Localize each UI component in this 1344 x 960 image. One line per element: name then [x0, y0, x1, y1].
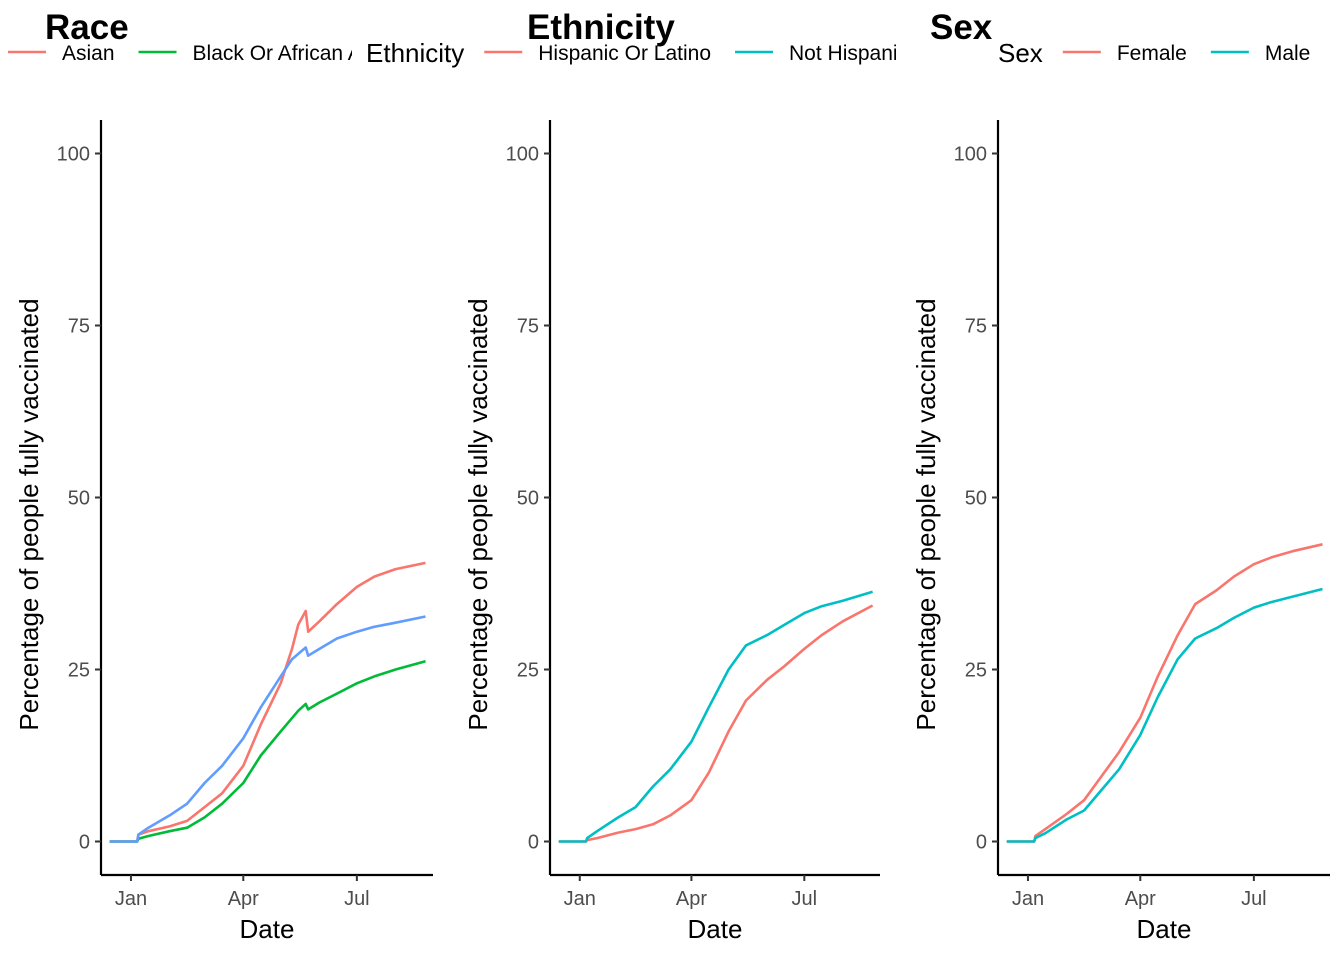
y-tick-label: 0	[528, 832, 539, 854]
legend: Ethnicity Hispanic Or Latino Not Hispanic …	[366, 38, 1000, 68]
y-tick-label: 75	[965, 316, 987, 338]
series-line-hispanic-or-latino	[558, 604, 874, 843]
series-line-unlabeled-2	[109, 615, 426, 843]
y-tick-label: 75	[517, 316, 539, 338]
legend-label: Female	[1117, 42, 1187, 65]
panel-title: Race	[45, 8, 129, 47]
panel-title: Ethnicity	[527, 8, 675, 47]
legend-title: Ethnicity	[366, 38, 464, 68]
x-axis-title: Date	[240, 914, 295, 944]
y-tick-label: 25	[517, 660, 539, 682]
panel-ethnicity: 0 25 50 75 100 Jan Apr Jul Date Percentage of peo…	[366, 8, 1000, 944]
legend-label: Asian	[62, 42, 115, 65]
x-tick-label: Jul	[792, 888, 818, 910]
x-tick-label: Jan	[564, 888, 596, 910]
legend-title: Sex	[998, 38, 1043, 68]
x-tick-label: Jan	[1012, 888, 1044, 910]
y-axis-title: Percentage of people fully vaccinated	[463, 298, 493, 730]
y-tick-label: 75	[68, 316, 90, 338]
y-tick-label: 50	[517, 488, 539, 510]
legend-label: Black Or African American	[193, 42, 437, 65]
y-tick-label: 25	[965, 660, 987, 682]
x-axis-title: Date	[1137, 914, 1192, 944]
legend-label: Male	[1265, 42, 1311, 65]
x-axis-title: Date	[688, 914, 743, 944]
series-line-asian	[109, 561, 426, 843]
series-line-black-or-african-american	[109, 659, 426, 843]
x-tick-label: Jul	[1241, 888, 1267, 910]
x-tick-label: Jul	[344, 888, 370, 910]
y-tick-label: 100	[506, 144, 539, 166]
series-line-female	[1006, 543, 1323, 843]
panel-title: Sex	[930, 8, 993, 47]
y-axis-title: Percentage of people fully vaccinated	[14, 298, 44, 730]
legend-label: Hispanic Or Latino	[538, 42, 711, 65]
x-tick-label: Apr	[1125, 888, 1156, 910]
y-tick-label: 0	[976, 832, 987, 854]
legend-label: Not Hispanic Or Latino	[789, 42, 1000, 65]
y-tick-label: 100	[57, 144, 90, 166]
y-tick-label: 0	[79, 832, 90, 854]
legend: Sex Female Male	[998, 38, 1310, 68]
y-axis-title: Percentage of people fully vaccinated	[911, 298, 941, 730]
y-tick-label: 100	[954, 144, 987, 166]
x-tick-label: Jan	[115, 888, 147, 910]
panel-race: 0 25 50 75 100 Jan Apr Jul Date Percentage of peo…	[8, 8, 437, 944]
legend: Asian Black Or African American	[8, 42, 437, 65]
y-tick-label: 25	[68, 660, 90, 682]
y-tick-label: 50	[965, 488, 987, 510]
x-tick-label: Apr	[676, 888, 707, 910]
series-line-not-hispanic-or-latino	[558, 590, 873, 843]
x-tick-label: Apr	[228, 888, 259, 910]
y-tick-label: 50	[68, 488, 90, 510]
panel-sex: 0 25 50 75 100 Jan Apr Jul Date Percentage of peo…	[911, 8, 1330, 944]
series-line-male	[1006, 587, 1323, 843]
